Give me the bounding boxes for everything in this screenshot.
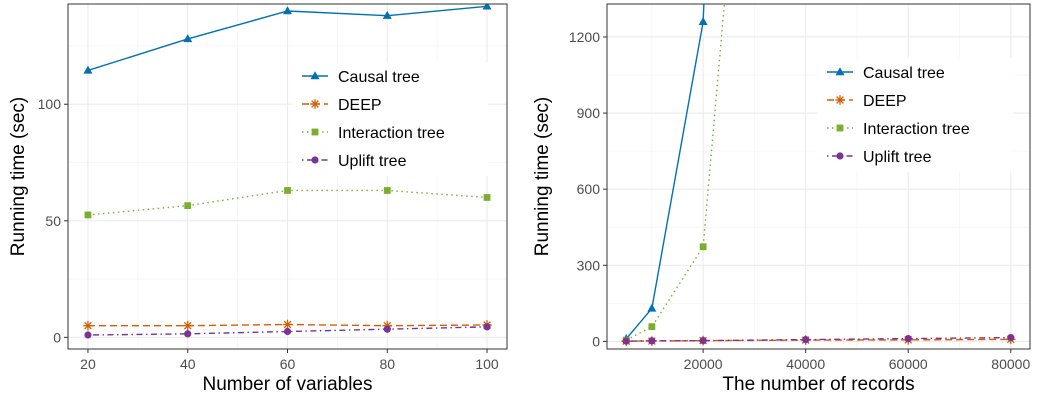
- y-tick-label: 0: [592, 333, 600, 349]
- data-point-uplift-tree: [648, 337, 656, 345]
- x-tick-label: 20000: [684, 356, 723, 372]
- data-point-causal-tree: [382, 10, 392, 19]
- x-tick-label: 100: [475, 356, 499, 372]
- data-point-uplift-tree: [283, 327, 292, 336]
- legend-marker-deep: [310, 99, 320, 109]
- data-point-causal-tree: [183, 34, 193, 43]
- series-line-deep: [626, 338, 1011, 342]
- data-point-uplift-tree: [802, 336, 810, 344]
- panel-border: [606, 3, 1031, 350]
- legend-key-uplift-tree: [302, 156, 328, 164]
- legend-label-interaction-tree: Interaction tree: [863, 121, 970, 138]
- data-point-interaction-tree: [483, 194, 491, 201]
- series-line-interaction-tree: [625, 4, 726, 341]
- series-line-uplift-tree: [87, 326, 488, 336]
- data-point-uplift-tree: [622, 337, 630, 345]
- y-tick-label: 300: [577, 257, 601, 273]
- x-tick-label: 60000: [889, 356, 928, 372]
- data-point-uplift-tree: [1007, 333, 1015, 342]
- legend-label-uplift-tree: Uplift tree: [863, 149, 932, 166]
- legend-marker-uplift-tree: [836, 152, 844, 160]
- legend-key-deep: [302, 99, 328, 109]
- y-axis-title: Running time (sec): [532, 97, 553, 256]
- legend: Causal tree DEEP Interaction tree Uplift tr…: [817, 58, 1013, 172]
- data-point-uplift-tree: [84, 331, 92, 339]
- y-tick-label: 0: [53, 329, 61, 345]
- series-line-uplift-tree: [626, 336, 1011, 342]
- data-point-uplift-tree: [904, 334, 912, 343]
- data-point-uplift-tree: [699, 337, 707, 345]
- x-axis-title: The number of records: [722, 374, 914, 395]
- x-tick-label: 40: [180, 356, 196, 372]
- y-tick-label: 900: [577, 105, 601, 121]
- data-point-interaction-tree: [84, 211, 92, 219]
- plot-area: [621, 4, 1016, 346]
- y-axis-title: Running time (sec): [8, 97, 29, 256]
- series-interaction-tree: [622, 4, 726, 344]
- data-point-interaction-tree: [284, 187, 291, 194]
- legend-marker-causal-tree: [835, 67, 845, 76]
- legend-marker-interaction-tree: [836, 124, 844, 132]
- data-point-causal-tree: [83, 65, 93, 74]
- data-point-interaction-tree: [184, 202, 192, 210]
- x-tick-label: 80: [379, 356, 395, 372]
- grid: [68, 4, 507, 349]
- data-point-interaction-tree: [648, 323, 656, 331]
- data-point-causal-tree: [647, 303, 657, 312]
- x-axis-title: Number of variables: [202, 374, 372, 395]
- legend-background: [817, 58, 1013, 172]
- data-point-interaction-tree: [699, 243, 707, 251]
- legend-key-uplift-tree: [827, 152, 853, 160]
- x-tick-label: 40000: [786, 356, 825, 372]
- legend-marker-causal-tree: [310, 71, 320, 80]
- data-point-interaction-tree: [383, 187, 391, 194]
- x-tick-label: 80000: [991, 356, 1030, 372]
- series-uplift-tree: [84, 323, 491, 339]
- legend-marker-deep: [835, 95, 845, 105]
- series-causal-tree: [621, 4, 708, 343]
- legend-label-causal-tree: Causal tree: [338, 69, 420, 86]
- data-point-deep: [182, 320, 193, 331]
- plot-area: [83, 4, 492, 339]
- legend-label-causal-tree: Causal tree: [863, 65, 945, 82]
- series-causal-tree: [83, 4, 492, 74]
- legend-key-causal-tree: [827, 67, 853, 76]
- series-line-causal-tree: [625, 4, 705, 340]
- data-point-uplift-tree: [184, 330, 192, 338]
- legend: Causal tree DEEP Interaction tree Uplift tr…: [292, 62, 488, 176]
- series-uplift-tree: [622, 333, 1015, 345]
- legend-key-causal-tree: [302, 71, 328, 80]
- data-point-causal-tree: [698, 16, 708, 25]
- data-point-uplift-tree: [483, 323, 491, 331]
- legend-label-uplift-tree: Uplift tree: [338, 153, 407, 170]
- grid: [607, 4, 1030, 349]
- chart-number-of-records: 20000 40000 60000 80000 0 300 600 900 1200 The nu…: [532, 3, 1031, 395]
- x-tick-label: 20: [80, 356, 96, 372]
- data-point-causal-tree: [283, 6, 292, 15]
- y-tick-label: 50: [45, 213, 61, 229]
- y-tick-label: 600: [577, 181, 601, 197]
- series-interaction-tree: [84, 187, 491, 219]
- legend-label-deep: DEEP: [338, 97, 382, 114]
- legend-key-deep: [827, 95, 853, 105]
- legend-label-interaction-tree: Interaction tree: [338, 125, 445, 142]
- data-point-causal-tree: [482, 4, 492, 10]
- legend-key-interaction-tree: [827, 124, 853, 132]
- chart-number-of-variables: 20 40 60 80 100 0 50 100 Number of variables Runn…: [8, 3, 508, 395]
- data-point-deep: [83, 320, 93, 331]
- x-tick-label: 60: [280, 356, 296, 372]
- y-tick-label: 100: [38, 96, 62, 112]
- y-tick-label: 1200: [569, 29, 600, 45]
- data-point-uplift-tree: [383, 325, 391, 333]
- legend-key-interaction-tree: [302, 128, 328, 136]
- data-point-deep: [282, 319, 293, 330]
- legend-marker-uplift-tree: [311, 156, 319, 164]
- legend-label-deep: DEEP: [863, 93, 907, 110]
- legend-background: [292, 62, 488, 176]
- legend-marker-interaction-tree: [311, 128, 319, 136]
